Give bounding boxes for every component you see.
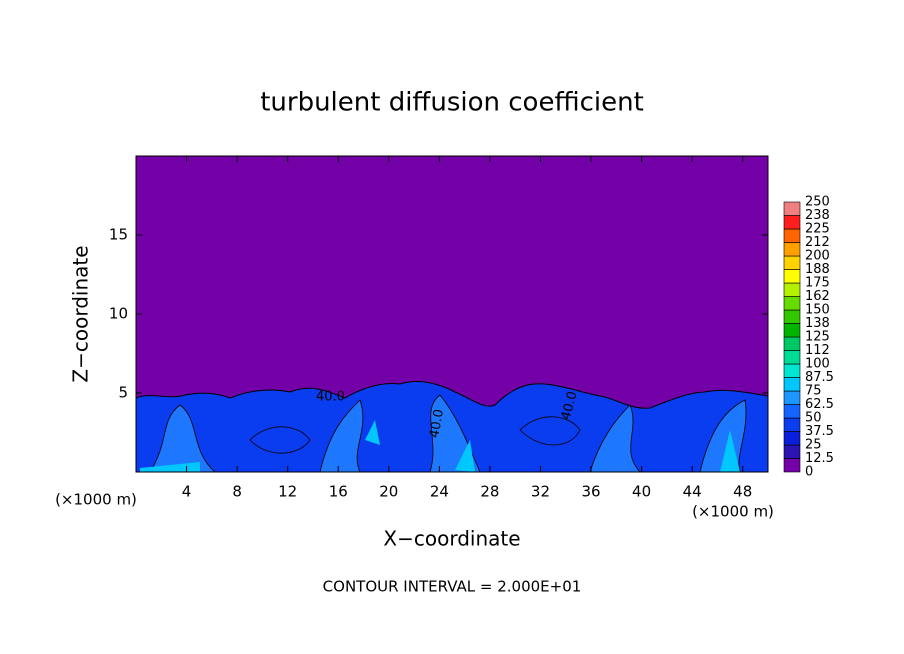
colorbar-segment — [783, 255, 801, 270]
x-axis-title: X−coordinate — [383, 527, 520, 551]
colorbar-label: 87.5 — [805, 370, 834, 385]
colorbar-segment — [783, 282, 801, 297]
colorbar-segment — [783, 444, 801, 459]
turbulent-core — [140, 420, 740, 472]
x-unit: (×1000 m) — [55, 491, 137, 509]
colorbar-label: 250 — [805, 195, 830, 210]
colorbar-segment — [783, 296, 801, 311]
turbulent-eddy — [149, 394, 747, 473]
y-tick-label: 5 — [118, 384, 128, 402]
colorbar-segment — [783, 404, 801, 419]
colorbar-segment — [783, 201, 801, 216]
colorbar-segment — [783, 269, 801, 284]
contour-label: 40.0 — [427, 408, 447, 439]
colorbar-label: 50 — [805, 411, 822, 426]
colorbar-segment — [783, 431, 801, 446]
colorbar-segment — [783, 323, 801, 338]
x-tick-label: 20 — [379, 483, 398, 501]
x-tick-label: 36 — [581, 483, 600, 501]
colorbar-label: 112 — [805, 343, 830, 358]
colorbar-label: 162 — [805, 289, 830, 304]
colorbar-label: 238 — [805, 208, 830, 223]
colorbar-segment — [783, 417, 801, 432]
colorbar-label: 25 — [805, 438, 822, 453]
colorbar-segment — [783, 363, 801, 378]
colorbar-label: 225 — [805, 222, 830, 237]
contour-interval: CONTOUR INTERVAL = 2.000E+01 — [323, 578, 582, 596]
colorbar-label: 150 — [805, 303, 830, 318]
field: 40.0 40.0 40.0 — [135, 156, 769, 473]
x-tick-label: 8 — [232, 483, 242, 501]
y-tick-label: 15 — [109, 226, 128, 244]
colorbar-label: 12.5 — [805, 451, 834, 466]
contour-line — [249, 416, 581, 454]
x-tick-label: 24 — [430, 483, 449, 501]
colorbar-label: 37.5 — [805, 424, 834, 439]
contour-label: 40.0 — [559, 390, 581, 422]
colorbar-segment — [783, 242, 801, 257]
colorbar-label: 212 — [805, 235, 830, 250]
colorbar-label: 62.5 — [805, 397, 834, 412]
x-tick-label: 32 — [531, 483, 550, 501]
colorbar-label: 188 — [805, 262, 830, 277]
colorbar-segment — [783, 458, 801, 473]
y-tick-label: 10 — [109, 305, 128, 323]
colorbar-label: 0 — [805, 465, 813, 480]
colorbar-label: 200 — [805, 249, 830, 264]
colorbar-segment — [783, 228, 801, 243]
colorbar-label: 100 — [805, 357, 830, 372]
colorbar-label: 125 — [805, 330, 830, 345]
colorbar-segment — [783, 350, 801, 365]
x-tick-label: 28 — [480, 483, 499, 501]
x-tick-label: 48 — [733, 483, 752, 501]
chart-title: turbulent diffusion coefficient — [260, 88, 644, 118]
colorbar-segment — [783, 215, 801, 230]
x-tick-label: 40 — [632, 483, 651, 501]
colorbar-label: 138 — [805, 316, 830, 331]
x-tick-label: 4 — [182, 483, 192, 501]
x-tick-label: 16 — [329, 483, 348, 501]
colorbar-segment — [783, 377, 801, 392]
colorbar-label: 75 — [805, 384, 822, 399]
x-unit: (×1000 m) — [692, 503, 774, 521]
colorbar-segment — [783, 336, 801, 351]
colorbar-label: 175 — [805, 276, 830, 291]
x-tick-label: 44 — [683, 483, 702, 501]
x-tick-label: 12 — [278, 483, 297, 501]
contour-label: 40.0 — [316, 390, 345, 405]
colorbar-segment — [783, 309, 801, 324]
y-axis-title: Z−coordinate — [69, 245, 93, 382]
colorbar-segment — [783, 390, 801, 405]
